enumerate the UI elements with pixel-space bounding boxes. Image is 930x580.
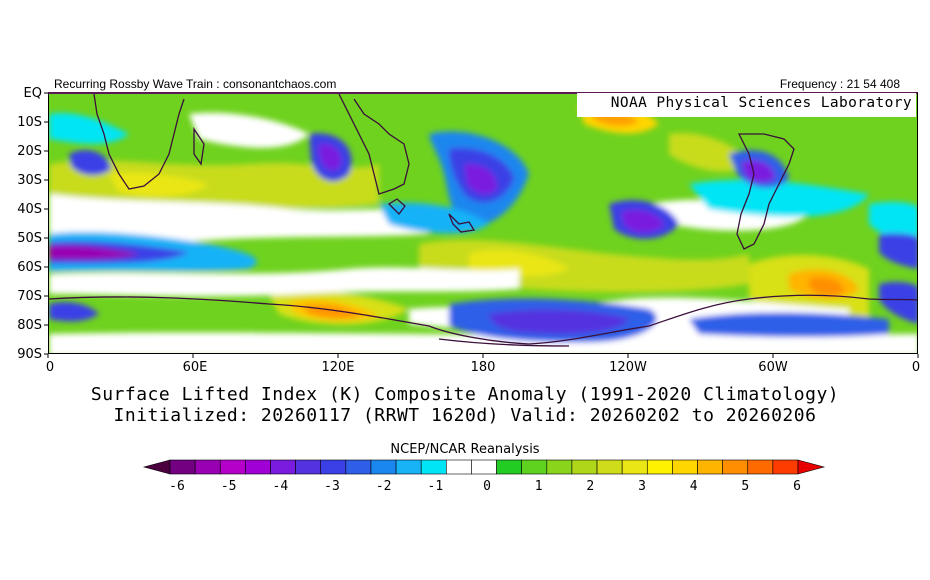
map-field bbox=[49, 94, 917, 353]
colorbar-label: 1 bbox=[534, 479, 543, 494]
colorbar-swatch bbox=[370, 459, 397, 475]
colorbar bbox=[142, 459, 826, 475]
lat-label: 70S bbox=[17, 289, 42, 304]
lon-label: 60W bbox=[758, 360, 788, 375]
colorbar-swatch bbox=[395, 459, 422, 475]
lon-label: 0 bbox=[911, 360, 921, 375]
colorbar-swatch bbox=[345, 459, 372, 475]
header-credit: Recurring Rossby Wave Train : consonantc… bbox=[54, 77, 337, 91]
colorbar-swatch bbox=[747, 459, 774, 475]
colorbar-label: 4 bbox=[689, 479, 698, 494]
colorbar-swatch bbox=[320, 459, 347, 475]
colorbar-label: 6 bbox=[793, 479, 801, 494]
lab-label: NOAA Physical Sciences Laboratory bbox=[610, 95, 912, 111]
colorbar-swatch bbox=[697, 459, 723, 475]
colorbar-swatch bbox=[245, 459, 271, 475]
lat-label: 40S bbox=[17, 202, 42, 217]
header-frequency: Frequency : 21 54 408 bbox=[779, 77, 900, 91]
data-source: NCEP/NCAR Reanalysis bbox=[390, 442, 540, 457]
colorbar-arrow-left bbox=[142, 459, 171, 475]
colorbar-swatch bbox=[672, 459, 698, 475]
map-subtitle: Initialized: 20260117 (RRWT 1620d) Valid… bbox=[113, 405, 817, 426]
lat-label: 80S bbox=[17, 318, 42, 333]
colorbar-swatch bbox=[496, 459, 522, 475]
colorbar-swatch bbox=[270, 459, 296, 475]
colorbar-swatch bbox=[471, 459, 497, 475]
colorbar-label: -1 bbox=[427, 479, 444, 494]
lab-label-box bbox=[577, 93, 916, 117]
axis-ticks bbox=[44, 92, 919, 358]
colorbar-swatch bbox=[219, 459, 246, 475]
colorbar-label: 0 bbox=[483, 479, 491, 494]
colorbar-swatch bbox=[621, 459, 648, 475]
lon-label: 0 bbox=[45, 360, 55, 375]
lat-label: 30S bbox=[17, 173, 42, 188]
lat-label: 60S bbox=[17, 260, 42, 275]
colorbar-label: 5 bbox=[741, 479, 750, 494]
colorbar-label: 3 bbox=[638, 479, 646, 494]
lon-label: 60E bbox=[182, 360, 208, 375]
colorbar-label: -3 bbox=[324, 479, 340, 494]
colorbar-swatch bbox=[295, 459, 322, 475]
colorbar-swatch bbox=[571, 459, 598, 475]
colorbar-swatch bbox=[646, 459, 673, 475]
lat-label: 90S bbox=[17, 347, 42, 362]
colorbar-swatch bbox=[596, 459, 623, 475]
colorbar-swatch bbox=[521, 459, 548, 475]
anomaly-map bbox=[48, 92, 918, 354]
lon-label: 120E bbox=[321, 360, 355, 375]
colorbar-label: -2 bbox=[375, 479, 392, 494]
lon-label: 180 bbox=[470, 360, 496, 375]
colorbar-swatch bbox=[169, 459, 196, 475]
colorbar-swatch bbox=[446, 459, 472, 475]
colorbar-swatch bbox=[194, 459, 221, 475]
lat-label: 20S bbox=[17, 144, 42, 159]
colorbar-swatch bbox=[772, 459, 799, 475]
colorbar-label: -4 bbox=[272, 479, 289, 494]
colorbar-swatch bbox=[722, 459, 749, 475]
colorbar-swatch bbox=[546, 459, 573, 475]
colorbar-label: -6 bbox=[169, 479, 185, 494]
colorbar-label: 2 bbox=[586, 479, 595, 494]
colorbar-arrow-right bbox=[797, 459, 826, 475]
lat-label: EQ bbox=[23, 86, 42, 101]
colorbar-swatch bbox=[420, 459, 447, 475]
lat-label: 50S bbox=[17, 231, 42, 246]
lon-label: 120W bbox=[609, 360, 647, 375]
colorbar-label: -5 bbox=[220, 479, 237, 494]
lat-label: 10S bbox=[17, 115, 42, 130]
map-title: Surface Lifted Index (K) Composite Anoma… bbox=[90, 384, 840, 405]
